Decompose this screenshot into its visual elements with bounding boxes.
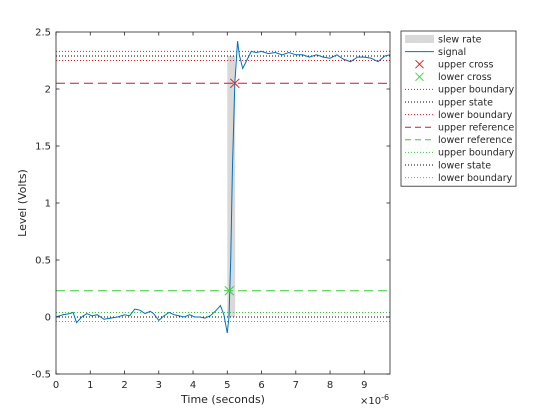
plot-area (55, 32, 391, 374)
upper-cross-marker-stroke-b (229, 78, 240, 89)
x-tick-label: 0 (53, 380, 59, 391)
legend-label: upper cross (438, 60, 494, 71)
legend-label: signal (438, 47, 466, 58)
x-tick-label: 3 (156, 380, 162, 391)
legend-label: lower boundary (438, 110, 513, 121)
signal-line (55, 41, 391, 334)
legend-swatch-b (415, 59, 424, 69)
legend-label: lower reference (438, 135, 513, 146)
y-axis-label: Level (Volts) (16, 169, 29, 237)
x-tick-label: 8 (327, 380, 333, 391)
y-tick-label: 1 (45, 199, 51, 210)
legend-item: lower reference (405, 135, 513, 146)
legend-label: lower cross (438, 72, 492, 83)
legend-item: slew rate (405, 34, 482, 45)
x-tick-label: 1 (87, 380, 93, 391)
legend-swatch (405, 35, 434, 43)
x-tick-label: 6 (258, 380, 264, 391)
x-tick-label: 5 (224, 380, 230, 391)
legend-item: lower cross (415, 72, 492, 83)
upper-cross-marker (229, 78, 240, 89)
y-tick-label: 0 (45, 313, 51, 324)
legend-item: lower boundary (405, 173, 513, 184)
legend-label: upper boundary (438, 148, 514, 159)
legend-swatch-b (415, 72, 424, 82)
legend-item: upper state (405, 97, 493, 108)
y-tick-label: 0.5 (35, 256, 51, 267)
legend-item: lower boundary (405, 110, 513, 121)
lower-cross-marker (224, 285, 235, 296)
y-tick-label: 2 (45, 85, 51, 96)
legend-label: lower boundary (438, 173, 513, 184)
axes: 0 1 2 3 4 5 6 7 8 9-0.500.511.522.5 (31, 28, 391, 391)
legend-label: upper reference (438, 123, 514, 134)
legend-label: upper boundary (438, 85, 514, 96)
legend-item: upper cross (415, 59, 494, 71)
x-tick-label: 9 (361, 380, 367, 391)
legend-label: upper state (438, 97, 493, 108)
x-tick-label: 7 (293, 380, 299, 391)
legend-item: upper boundary (405, 148, 514, 159)
legend-item: upper reference (405, 123, 514, 134)
x-axis-exponent-power: -6 (381, 393, 389, 402)
x-axis-exponent: ×10-6 (360, 393, 389, 407)
y-tick-label: 1.5 (35, 142, 51, 153)
y-tick-label: 2.5 (35, 28, 51, 39)
legend-label: lower state (438, 160, 491, 171)
x-axis-exponent-base: ×10 (360, 396, 381, 407)
x-tick-label: 2 (121, 380, 127, 391)
legend-item: signal (405, 47, 466, 58)
plot-background (56, 32, 390, 374)
legend-label: slew rate (438, 34, 482, 45)
lower-cross-marker-stroke-b (224, 285, 235, 296)
y-tick-label: -0.5 (31, 370, 51, 381)
legend-box (400, 30, 517, 187)
legend-item: upper boundary (405, 85, 514, 96)
legend-item: lower state (405, 160, 491, 171)
slew-rate-region (227, 55, 236, 317)
x-tick-label: 4 (190, 380, 196, 391)
x-axis-label: Time (seconds) (180, 393, 265, 406)
